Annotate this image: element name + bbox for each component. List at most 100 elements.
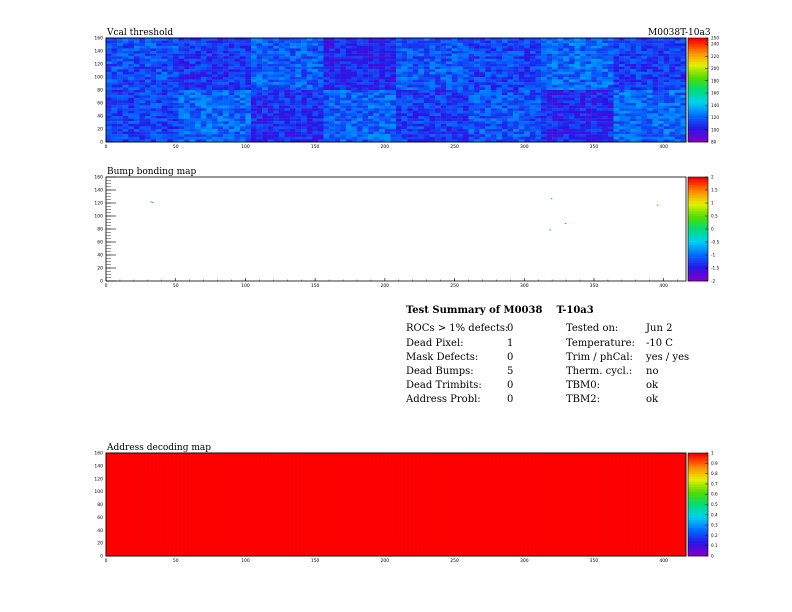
- threshold-cell: [401, 48, 408, 52]
- threshold-cell: [501, 58, 508, 62]
- threshold-cell: [345, 87, 352, 91]
- threshold-cell: [412, 77, 419, 80]
- threshold-cell: [301, 64, 307, 67]
- colorbar-band: [688, 182, 708, 186]
- threshold-cell: [646, 108, 653, 111]
- threshold-cell: [273, 136, 280, 140]
- threshold-cell: [641, 103, 648, 106]
- threshold-cell: [290, 53, 296, 57]
- threshold-cell: [278, 136, 285, 140]
- threshold-cell: [607, 97, 614, 101]
- threshold-cell: [284, 92, 291, 96]
- threshold-cell: [518, 113, 525, 117]
- threshold-cell: [256, 74, 263, 78]
- threshold-cell: [568, 113, 575, 117]
- colorbar-tick-label: -0.5: [711, 240, 720, 245]
- threshold-cell: [117, 90, 123, 93]
- threshold-cell: [624, 108, 631, 111]
- threshold-cell: [167, 38, 174, 41]
- threshold-cell: [613, 139, 620, 143]
- threshold-cell: [591, 74, 597, 78]
- threshold-cell: [356, 87, 363, 91]
- colorbar-tick-label: 1: [711, 451, 714, 456]
- threshold-cell: [284, 134, 291, 137]
- threshold-cell: [440, 110, 447, 114]
- threshold-cell: [490, 90, 497, 93]
- threshold-cell: [290, 56, 296, 59]
- threshold-cell: [490, 87, 497, 91]
- threshold-cell: [206, 79, 213, 83]
- threshold-cell: [323, 116, 330, 119]
- threshold-cell: [278, 129, 285, 132]
- threshold-cell: [156, 105, 162, 109]
- threshold-cell: [167, 123, 174, 127]
- threshold-cell: [379, 116, 386, 119]
- threshold-cell: [412, 74, 419, 78]
- threshold-cell: [646, 56, 653, 59]
- threshold-cell: [345, 131, 352, 135]
- threshold-cell: [167, 53, 174, 57]
- threshold-cell: [368, 131, 374, 135]
- threshold-cell: [379, 129, 386, 132]
- threshold-cell: [524, 58, 531, 62]
- summary-label: Dead Bumps:: [406, 366, 474, 377]
- threshold-cell: [563, 126, 570, 130]
- threshold-cell: [596, 95, 603, 98]
- threshold-cell: [462, 38, 469, 41]
- threshold-cell: [462, 118, 469, 122]
- threshold-cell: [234, 48, 241, 52]
- threshold-cell: [251, 136, 257, 140]
- threshold-cell: [591, 45, 597, 49]
- threshold-cell: [619, 131, 625, 135]
- threshold-cell: [680, 118, 687, 122]
- threshold-cell: [641, 79, 648, 83]
- threshold-cell: [624, 79, 631, 83]
- threshold-cell: [206, 108, 213, 111]
- threshold-cell: [351, 64, 358, 67]
- threshold-cell: [580, 38, 586, 41]
- threshold-cell: [613, 126, 620, 130]
- threshold-cell: [646, 121, 653, 124]
- threshold-cell: [239, 87, 246, 91]
- threshold-cell: [401, 123, 408, 127]
- threshold-cell: [184, 71, 190, 75]
- summary-label: Trim / phCal:: [566, 352, 633, 363]
- threshold-cell: [552, 64, 558, 67]
- threshold-cell: [507, 92, 514, 96]
- threshold-cell: [580, 116, 586, 119]
- threshold-cell: [485, 82, 492, 85]
- threshold-cell: [172, 56, 179, 59]
- threshold-cell: [323, 95, 330, 98]
- threshold-cell: [602, 108, 609, 111]
- threshold-cell: [429, 84, 436, 88]
- threshold-cell: [446, 61, 452, 65]
- threshold-cell: [362, 51, 369, 54]
- threshold-cell: [457, 82, 464, 85]
- threshold-cell: [384, 87, 391, 91]
- threshold-cell: [223, 103, 229, 106]
- threshold-cell: [641, 118, 648, 122]
- threshold-cell: [630, 118, 637, 122]
- threshold-cell: [340, 110, 347, 114]
- threshold-cell: [507, 100, 514, 104]
- threshold-cell: [106, 92, 112, 96]
- threshold-cell: [306, 82, 313, 85]
- threshold-cell: [435, 105, 441, 109]
- threshold-cell: [245, 71, 252, 75]
- threshold-cell: [485, 53, 492, 57]
- threshold-cell: [306, 103, 313, 106]
- threshold-cell: [552, 71, 558, 75]
- threshold-cell: [596, 58, 603, 62]
- threshold-cell: [396, 71, 402, 75]
- threshold-cell: [167, 56, 174, 59]
- threshold-cell: [139, 66, 146, 70]
- threshold-cell: [490, 43, 497, 46]
- threshold-cell: [602, 79, 609, 83]
- threshold-cell: [396, 56, 402, 59]
- threshold-cell: [362, 90, 369, 93]
- threshold-cell: [546, 90, 553, 93]
- threshold-cell: [607, 84, 614, 88]
- threshold-cell: [518, 61, 525, 65]
- threshold-cell: [351, 56, 358, 59]
- threshold-cell: [351, 40, 358, 44]
